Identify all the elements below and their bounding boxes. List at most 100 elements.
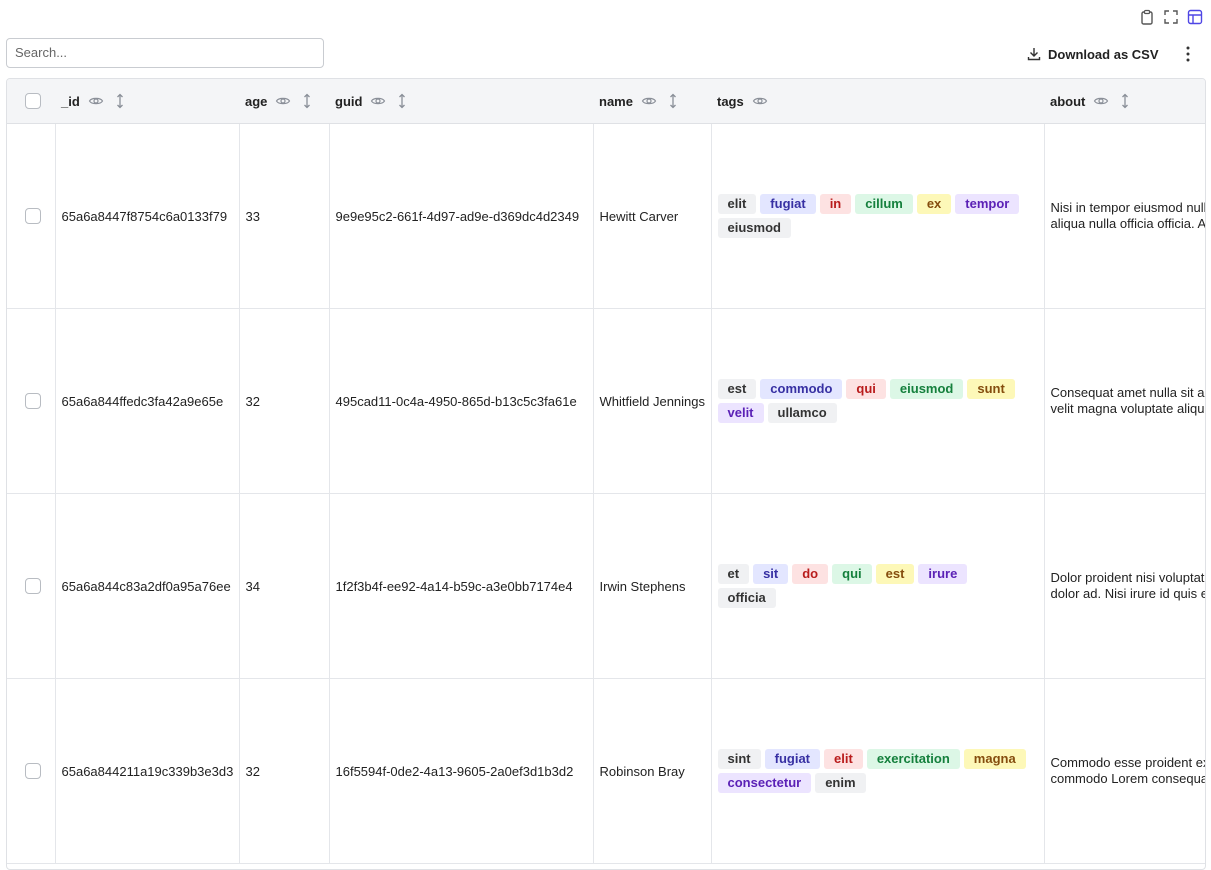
cell-guid: 16f5594f-0de2-4a13-9605-2a0ef3d1b3d2 xyxy=(329,678,594,864)
sort-toggle[interactable] xyxy=(665,93,681,109)
about-cell: Consequat amet nulla sit a velit magna vo… xyxy=(1044,308,1205,494)
cell-name: Irwin Stephens xyxy=(593,493,712,679)
column-title: about xyxy=(1050,93,1086,109)
tag: tempor xyxy=(955,194,1020,214)
tag: sunt xyxy=(967,379,1015,399)
select-cell xyxy=(7,678,56,864)
row-checkbox[interactable] xyxy=(25,578,41,594)
tags-cell: elit fugiat in cillum ex tempor eiusmod xyxy=(711,123,1045,309)
cell-age: 32 xyxy=(239,678,330,864)
sort-toggle[interactable] xyxy=(299,93,315,109)
about-cell: Nisi in tempor eiusmod null aliqua nulla … xyxy=(1044,123,1206,309)
tag: officia xyxy=(717,588,776,608)
tag: sint xyxy=(717,749,761,769)
tag: velit xyxy=(717,403,764,423)
search-input[interactable]: Search... xyxy=(6,38,324,68)
tag: eiusmod xyxy=(717,218,791,238)
about-line: Nisi in tempor eiusmod null xyxy=(1050,200,1206,215)
column-title: age xyxy=(245,93,268,109)
copy-icon[interactable] xyxy=(1139,9,1155,25)
cell-id: 65a6a844c83a2df0a95a76ee xyxy=(55,493,240,679)
cell-name: Hewitt Carver xyxy=(593,123,712,309)
tag-list: est commodo qui eiusmod sunt velit ullamco xyxy=(717,379,1028,423)
column-title: _id xyxy=(61,93,80,109)
cell-id: 65a6a8447f8754c6a0133f79 xyxy=(55,123,240,309)
tag: fugiat xyxy=(764,749,821,769)
visibility-toggle[interactable] xyxy=(1093,93,1109,109)
sort-toggle[interactable] xyxy=(112,93,128,109)
cell-name: Robinson Bray xyxy=(593,678,712,864)
about-line: aliqua nulla officia officia. A xyxy=(1050,216,1206,231)
tag: qui xyxy=(846,379,886,399)
row-checkbox[interactable] xyxy=(25,393,41,409)
tag: est xyxy=(717,379,757,399)
tag: irure xyxy=(918,564,968,584)
tag: consectetur xyxy=(717,773,812,793)
cell-guid: 495cad11-0c4a-4950-865d-b13c5c3fa61e xyxy=(329,308,594,494)
visibility-toggle[interactable] xyxy=(641,93,657,109)
download-button[interactable]: Download as CSV xyxy=(1027,44,1159,64)
tag: elit xyxy=(717,194,757,214)
select-cell xyxy=(7,308,56,494)
column-header: guid xyxy=(329,79,593,124)
tag: cillum xyxy=(855,194,913,214)
table-row: 65a6a844ffedc3fa42a9e65e 32 495cad11-0c4a-… xyxy=(7,308,1205,494)
download-icon xyxy=(1027,48,1041,61)
fullscreen-icon[interactable] xyxy=(1163,9,1179,25)
more-menu[interactable] xyxy=(1180,44,1196,64)
table-row: 65a6a844c83a2df0a95a76ee 34 1f2f3b4f-ee92-… xyxy=(7,493,1205,679)
tag: est xyxy=(875,564,915,584)
visibility-toggle[interactable] xyxy=(752,93,768,109)
sort-toggle[interactable] xyxy=(1117,93,1133,109)
visibility-toggle[interactable] xyxy=(370,93,386,109)
select-cell xyxy=(7,493,56,679)
column-header: _id xyxy=(55,79,239,124)
tag: fugiat xyxy=(760,194,816,214)
tag: qui xyxy=(832,564,872,584)
tags-cell: sint fugiat elit exercitation magna consectet… xyxy=(711,678,1045,864)
visibility-toggle[interactable] xyxy=(275,93,291,109)
tag-list: sint fugiat elit exercitation magna consectet… xyxy=(717,749,1028,793)
tag: exercitation xyxy=(866,749,960,769)
column-header: tags xyxy=(711,79,1044,124)
table-body: 65a6a8447f8754c6a0133f79 33 9e9e95c2-661f-… xyxy=(7,123,1206,864)
tag: do xyxy=(792,564,829,584)
tag: sit xyxy=(753,564,789,584)
tags-cell: et sit do qui est irure officia xyxy=(711,493,1045,679)
tag-list: elit fugiat in cillum ex tempor eiusmod xyxy=(717,194,1028,238)
about-cell: Dolor proident nisi voluptat dolor ad. Ni… xyxy=(1044,493,1205,679)
layout-icon[interactable] xyxy=(1187,9,1203,25)
tag: elit xyxy=(824,749,863,769)
tag-list: et sit do qui est irure officia xyxy=(717,564,1028,608)
table-row: 65a6a844211a19c339b3e3d3 32 16f5594f-0de2-… xyxy=(7,678,1205,864)
cell-id: 65a6a844ffedc3fa42a9e65e xyxy=(55,308,240,494)
tag: commodo xyxy=(760,379,843,399)
column-title: tags xyxy=(717,93,744,109)
column-header: age xyxy=(239,79,329,124)
tags-cell: est commodo qui eiusmod sunt velit ullamco xyxy=(711,308,1045,494)
tag: in xyxy=(819,194,852,214)
tag: enim xyxy=(815,773,866,793)
column-header: about xyxy=(1044,79,1205,124)
cell-age: 33 xyxy=(239,123,330,309)
row-checkbox[interactable] xyxy=(25,763,41,779)
table-row: 65a6a8447f8754c6a0133f79 33 9e9e95c2-661f-… xyxy=(7,123,1206,309)
tag: et xyxy=(717,564,750,584)
data-table: _id age guid name tags about 65a6a8447f8754c6… xyxy=(7,79,1206,864)
visibility-toggle[interactable] xyxy=(88,93,104,109)
sort-toggle[interactable] xyxy=(394,93,410,109)
view-icons xyxy=(1139,9,1203,25)
tag: eiusmod xyxy=(889,379,964,399)
select-all-cell xyxy=(7,79,55,124)
download-label: Download as CSV xyxy=(1048,46,1159,62)
tag: ullamco xyxy=(767,403,837,423)
cell-id: 65a6a844211a19c339b3e3d3 xyxy=(55,678,240,864)
table-container: _id age guid name tags about 65a6a8447f8754c6… xyxy=(6,78,1206,870)
select-all-checkbox[interactable] xyxy=(25,93,41,109)
about-cell: Commodo esse proident ex commodo Lorem co… xyxy=(1044,678,1205,864)
about-line: velit magna voluptate aliqu xyxy=(1050,401,1205,416)
about-line: Consequat amet nulla sit a xyxy=(1050,385,1205,400)
column-title: guid xyxy=(335,93,363,109)
row-checkbox[interactable] xyxy=(25,208,41,224)
